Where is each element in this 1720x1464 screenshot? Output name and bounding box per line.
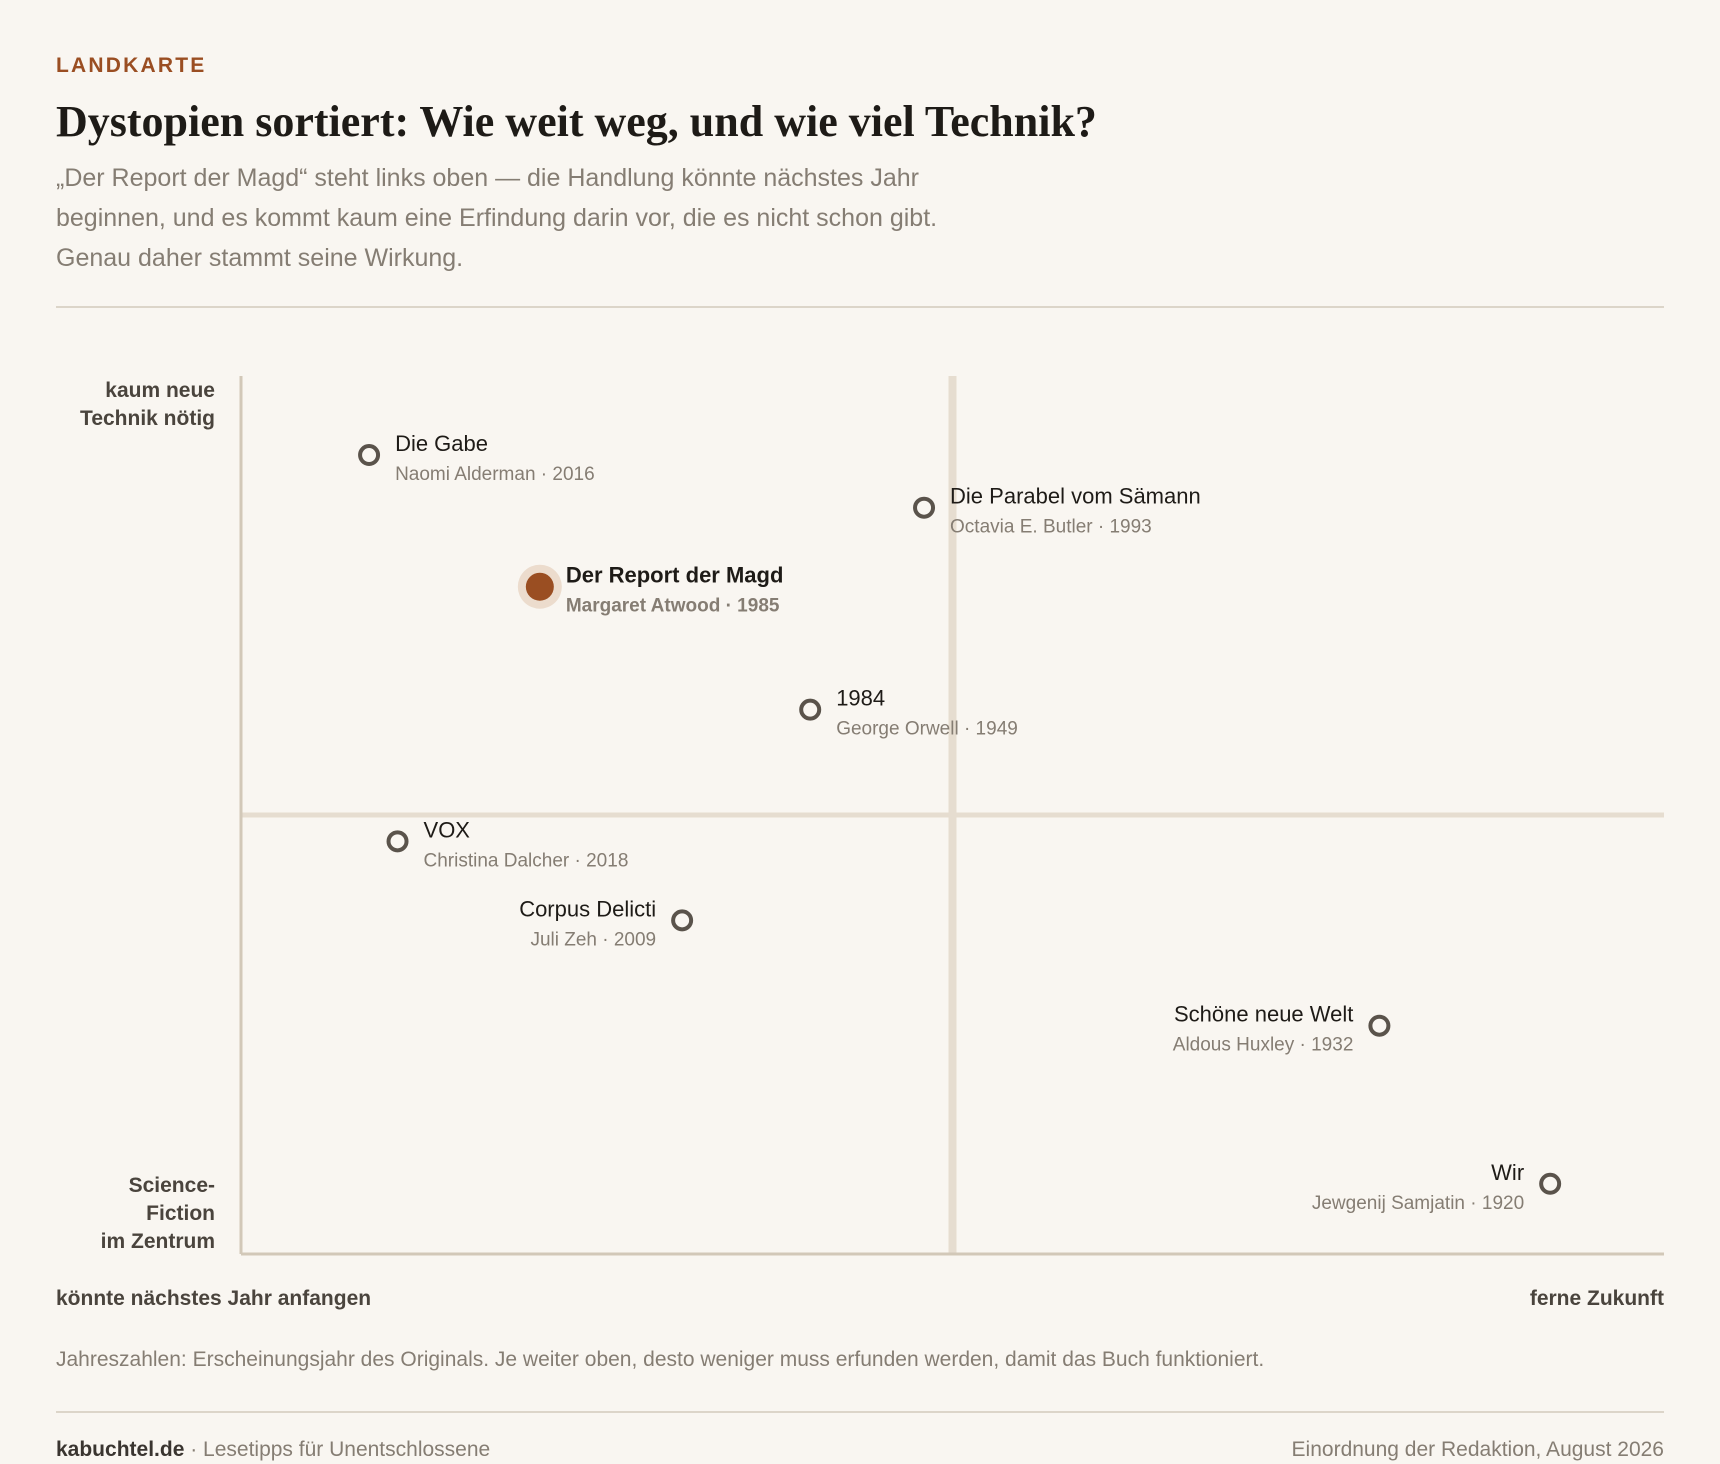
footer-credit: Einordnung der Redaktion, August 2026: [1291, 1438, 1664, 1461]
kicker: LANDKARTE: [56, 54, 207, 77]
point-title-label: Corpus Delicti: [519, 896, 656, 921]
point-title-label: VOX: [424, 817, 471, 842]
point-title-label: Wir: [1491, 1160, 1524, 1185]
point-title-label: Die Gabe: [395, 431, 488, 456]
y-axis-bottom-label-line: Science-: [129, 1174, 215, 1197]
y-axis-bottom-label-line: Fiction: [146, 1202, 215, 1225]
data-point: [913, 496, 936, 519]
point-meta-label: Aldous Huxley · 1932: [1173, 1035, 1354, 1056]
highlight-point: [525, 572, 554, 601]
y-axis-top-label-line: Technik nötig: [80, 407, 215, 430]
point-meta-label: Naomi Alderman · 2016: [395, 464, 595, 485]
footer-tagline: · Lesetipps für Unentschlossene: [184, 1438, 491, 1461]
data-point: [1539, 1172, 1562, 1195]
data-point: [386, 830, 409, 853]
footer-source: kabuchtel.de · Lesetipps für Unentschlos…: [56, 1438, 490, 1462]
point-meta-label: Christina Dalcher · 2018: [424, 850, 629, 871]
data-point: [1368, 1014, 1391, 1037]
footer-site[interactable]: kabuchtel.de: [56, 1438, 185, 1461]
point-meta-label: Octavia E. Butler · 1993: [950, 517, 1152, 538]
bottom-divider: [56, 1411, 1664, 1413]
data-point: [358, 444, 381, 467]
data-point: [671, 909, 694, 932]
x-axis-left-label: könnte nächstes Jahr anfangen: [56, 1287, 371, 1310]
chart-subtitle: „Der Report der Magd“ steht links oben —…: [56, 164, 938, 272]
x-axis-right-label: ferne Zukunft: [1530, 1287, 1664, 1310]
chart-note: Jahreszahlen: Erscheinungsjahr des Origi…: [56, 1348, 1265, 1371]
point-title-label: Die Parabel vom Sämann: [950, 484, 1201, 509]
point-meta-label: Jewgenij Samjatin · 1920: [1312, 1193, 1524, 1214]
point-title-label: Schöne neue Welt: [1174, 1002, 1353, 1027]
top-divider: [56, 306, 1664, 308]
point-title-label: Der Report der Magd: [566, 563, 784, 588]
point-meta-label: Juli Zeh · 2009: [530, 929, 656, 950]
y-axis-top-label-line: kaum neue: [105, 379, 215, 402]
y-axis-bottom-label-line: im Zentrum: [101, 1230, 215, 1253]
point-title-label: 1984: [836, 686, 885, 711]
data-point: [799, 698, 822, 721]
scatter-chart: kaum neue Technik nötig Science- Fiction im …: [56, 376, 1664, 1310]
point-meta-label: George Orwell · 1949: [836, 719, 1018, 740]
point-meta-label: Margaret Atwood · 1985: [566, 596, 780, 617]
chart-title: Dystopien sortiert: Wie weit weg, und wi…: [56, 97, 1097, 146]
